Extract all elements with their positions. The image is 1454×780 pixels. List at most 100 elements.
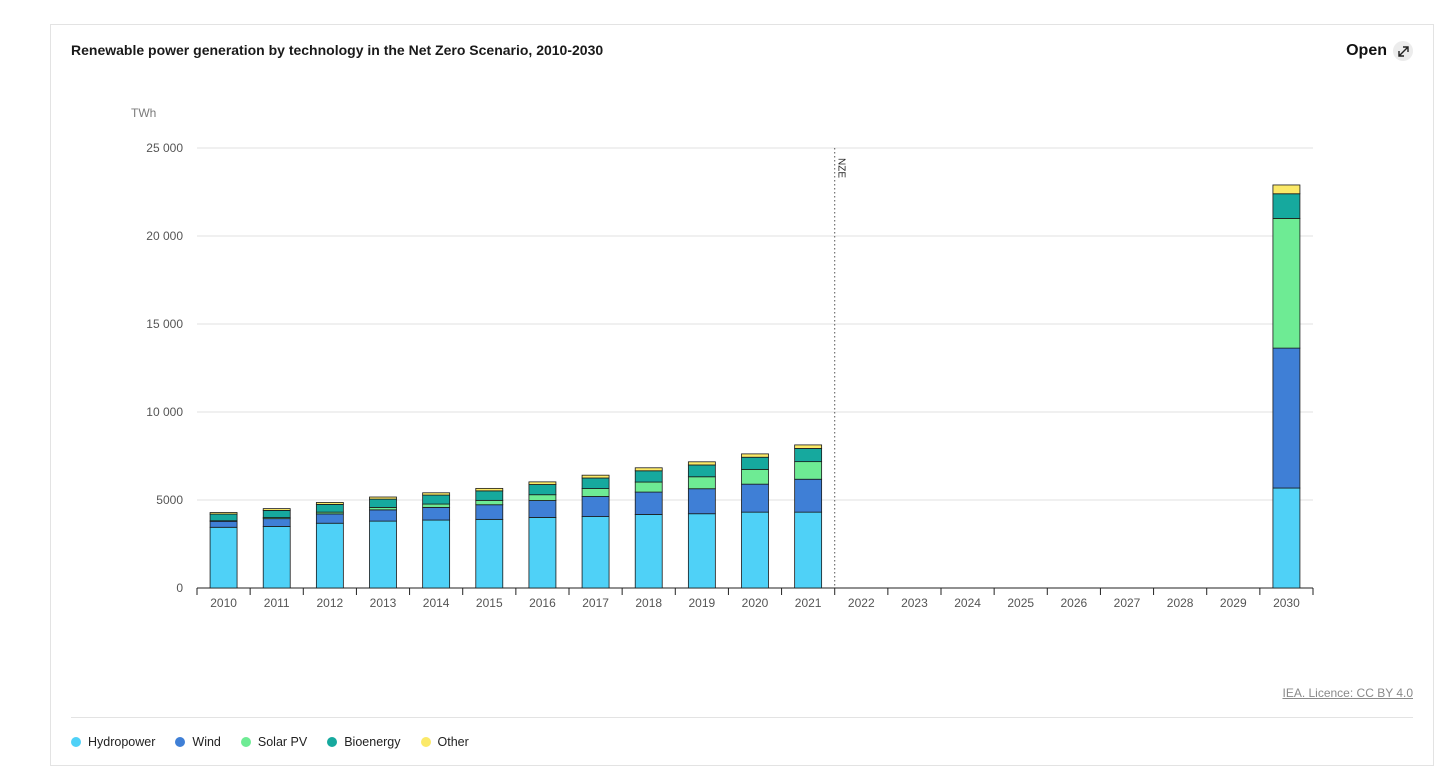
legend-label: Hydropower xyxy=(88,735,156,749)
bar-other-2010 xyxy=(209,512,238,515)
bar-other-2018 xyxy=(634,467,663,472)
x-tick-label: 2011 xyxy=(264,596,290,610)
legend-item-hydropower[interactable]: Hydropower xyxy=(71,735,155,749)
bar-bioenergy-2010 xyxy=(209,513,238,522)
bar-solar-pv-2020 xyxy=(741,468,769,485)
y-tick-label: 15 000 xyxy=(146,317,183,331)
bar-other-2021 xyxy=(794,444,823,449)
bar-bioenergy-2015 xyxy=(475,490,504,501)
bar-hydropower-2013 xyxy=(369,520,397,589)
bar-bioenergy-2016 xyxy=(528,484,557,496)
bar-hydropower-2021 xyxy=(794,511,823,589)
bar-solar-pv-2015 xyxy=(475,499,504,506)
bar-wind-2017 xyxy=(581,496,610,517)
legend-swatch xyxy=(327,737,338,747)
bar-wind-2020 xyxy=(741,483,769,513)
x-tick-label: 2027 xyxy=(1114,596,1141,610)
bar-bioenergy-2020 xyxy=(741,456,769,470)
bar-wind-2018 xyxy=(634,491,663,515)
y-tick-label: 5000 xyxy=(156,493,183,507)
bar-other-2016 xyxy=(528,481,557,485)
x-tick-label: 2024 xyxy=(954,596,981,610)
x-tick-label: 2021 xyxy=(795,596,822,610)
y-tick-label: 25 000 xyxy=(146,141,183,155)
chart-card: Renewable power generation by technology… xyxy=(50,24,1434,766)
y-axis-unit-label: TWh xyxy=(131,106,156,120)
bar-wind-2011 xyxy=(262,518,291,527)
nze-annotation-label: NZE xyxy=(836,158,847,178)
legend-item-bioenergy[interactable]: Bioenergy xyxy=(327,735,401,749)
legend-label: Solar PV xyxy=(257,735,308,749)
legend-item-wind[interactable]: Wind xyxy=(175,735,221,749)
chart-area: TWh 0 5000 10 000 15 000 20 000 25 000 2010 2011… xyxy=(131,106,1314,610)
x-tick-label: 2014 xyxy=(423,596,450,610)
y-tick-label: 20 000 xyxy=(146,229,183,243)
bar-other-2020 xyxy=(741,453,769,458)
bar-other-2015 xyxy=(475,487,504,492)
x-tick-label: 2030 xyxy=(1273,596,1300,610)
bar-bioenergy-2014 xyxy=(422,494,451,505)
bar-hydropower-2020 xyxy=(741,511,769,589)
legend-label: Wind xyxy=(192,735,221,749)
bar-wind-2010 xyxy=(209,520,238,528)
bar-hydropower-2011 xyxy=(262,525,291,589)
bar-hydropower-2016 xyxy=(528,517,557,589)
bar-hydropower-2030 xyxy=(1272,487,1301,589)
x-tick-label: 2015 xyxy=(476,596,503,610)
bar-wind-2030 xyxy=(1272,347,1301,489)
bar-hydropower-2019 xyxy=(687,513,716,589)
bar-bioenergy-2021 xyxy=(794,448,823,463)
y-tick-label: 10 000 xyxy=(146,405,183,419)
bar-wind-2014 xyxy=(422,506,451,521)
x-tick-label: 2010 xyxy=(210,596,237,610)
legend-swatch xyxy=(420,737,431,747)
bar-solar-pv-2017 xyxy=(581,488,610,497)
bar-wind-2012 xyxy=(315,513,344,524)
expand-icon xyxy=(1393,41,1413,61)
x-tick-label: 2022 xyxy=(848,596,875,610)
x-tick-label: 2018 xyxy=(635,596,662,610)
bar-solar-pv-2030 xyxy=(1272,217,1301,349)
open-label: Open xyxy=(1346,42,1387,59)
bar-other-2014 xyxy=(422,492,451,496)
bar-other-2013 xyxy=(369,496,397,500)
legend-divider xyxy=(71,717,1413,718)
bar-other-2012 xyxy=(315,502,344,505)
bar-wind-2019 xyxy=(687,488,716,515)
bar-solar-pv-2019 xyxy=(687,476,716,490)
bar-bioenergy-2019 xyxy=(687,464,716,478)
x-tick-label: 2023 xyxy=(901,596,928,610)
bar-hydropower-2010 xyxy=(209,526,238,589)
x-tick-label: 2026 xyxy=(1061,596,1088,610)
chart-title: Renewable power generation by technology… xyxy=(71,42,604,58)
open-button[interactable]: Open xyxy=(1346,41,1413,61)
x-tick-label: 2012 xyxy=(317,596,344,610)
bar-solar-pv-2021 xyxy=(794,461,823,480)
bar-bioenergy-2011 xyxy=(262,509,291,519)
bar-solar-pv-2014 xyxy=(422,503,451,508)
bar-solar-pv-2016 xyxy=(528,494,557,501)
bar-other-2011 xyxy=(262,508,291,511)
x-tick-label: 2019 xyxy=(689,596,716,610)
bar-hydropower-2018 xyxy=(634,514,663,589)
x-tick-label: 2029 xyxy=(1220,596,1247,610)
legend-item-solar-pv[interactable]: Solar PV xyxy=(240,735,308,749)
x-tick-label: 2013 xyxy=(370,596,397,610)
bar-wind-2016 xyxy=(528,500,557,518)
legend-label: Bioenergy xyxy=(344,735,401,749)
bar-other-2019 xyxy=(687,461,716,466)
bar-bioenergy-2013 xyxy=(369,498,397,508)
legend-swatch xyxy=(240,737,251,747)
bar-bioenergy-2018 xyxy=(634,470,663,483)
x-tick-label: 2025 xyxy=(1007,596,1034,610)
legend-item-other[interactable]: Other xyxy=(420,735,469,749)
x-tick-label: 2028 xyxy=(1167,596,1194,610)
bar-bioenergy-2030 xyxy=(1272,193,1301,219)
licence-link[interactable]: IEA. Licence: CC BY 4.0 xyxy=(1282,686,1413,700)
x-tick-label: 2016 xyxy=(529,596,556,610)
bar-bioenergy-2012 xyxy=(315,503,344,513)
legend: Hydropower Wind Solar PV Bioenergy Other xyxy=(71,735,469,749)
bar-bioenergy-2017 xyxy=(581,477,610,489)
bar-hydropower-2015 xyxy=(475,518,504,589)
bar-wind-2013 xyxy=(369,509,397,522)
